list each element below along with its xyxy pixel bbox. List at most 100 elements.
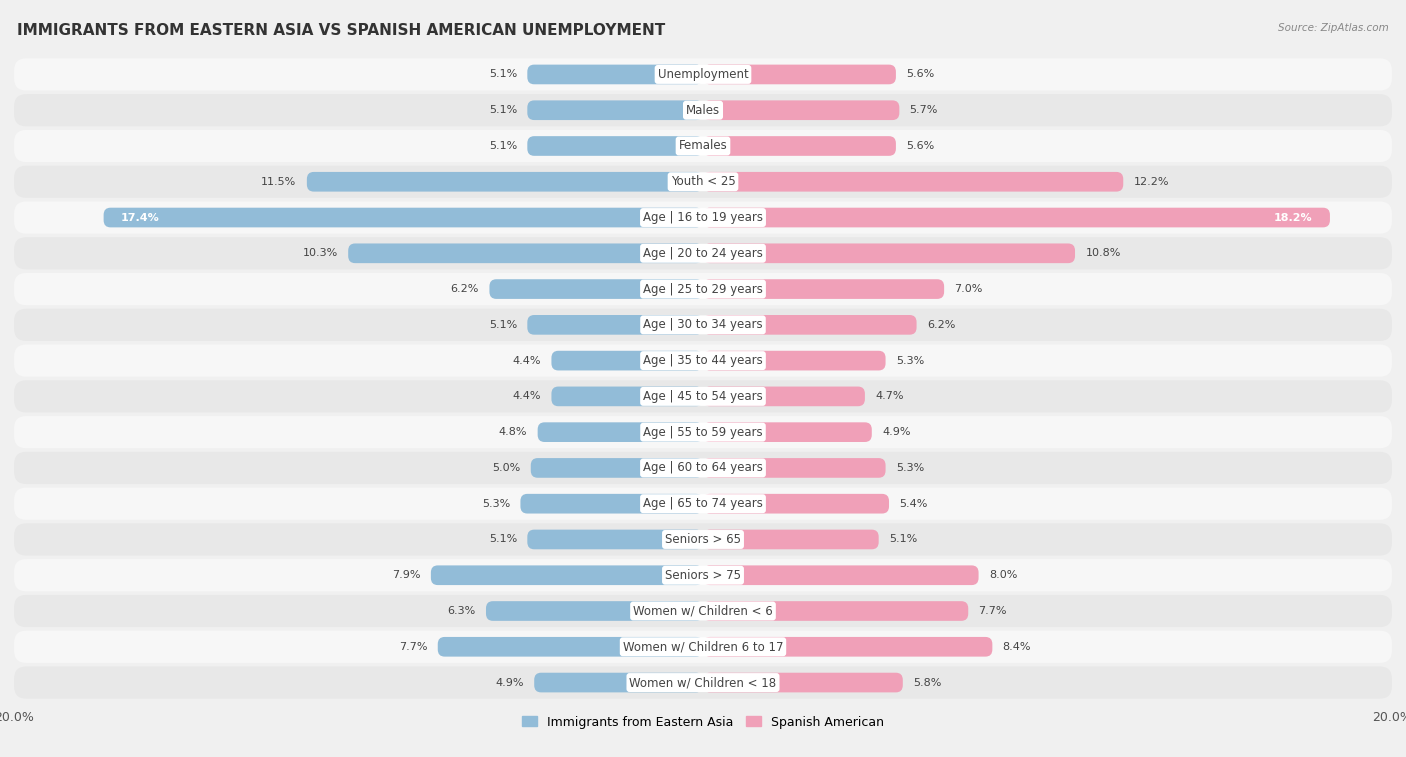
FancyBboxPatch shape <box>703 494 889 513</box>
Text: Age | 20 to 24 years: Age | 20 to 24 years <box>643 247 763 260</box>
Text: 18.2%: 18.2% <box>1274 213 1313 223</box>
Text: 7.7%: 7.7% <box>399 642 427 652</box>
FancyBboxPatch shape <box>14 309 1392 341</box>
Text: 5.1%: 5.1% <box>489 320 517 330</box>
Text: 5.8%: 5.8% <box>912 678 942 687</box>
Text: 5.7%: 5.7% <box>910 105 938 115</box>
Text: 17.4%: 17.4% <box>121 213 160 223</box>
FancyBboxPatch shape <box>14 237 1392 269</box>
FancyBboxPatch shape <box>14 344 1392 377</box>
Text: 8.0%: 8.0% <box>988 570 1018 580</box>
FancyBboxPatch shape <box>537 422 703 442</box>
Text: Unemployment: Unemployment <box>658 68 748 81</box>
FancyBboxPatch shape <box>703 315 917 335</box>
Text: 5.6%: 5.6% <box>907 70 935 79</box>
FancyBboxPatch shape <box>14 631 1392 663</box>
FancyBboxPatch shape <box>104 207 703 227</box>
Text: 6.2%: 6.2% <box>927 320 955 330</box>
FancyBboxPatch shape <box>14 523 1392 556</box>
Text: 5.4%: 5.4% <box>900 499 928 509</box>
Text: Age | 30 to 34 years: Age | 30 to 34 years <box>643 319 763 332</box>
FancyBboxPatch shape <box>703 458 886 478</box>
Text: 8.4%: 8.4% <box>1002 642 1031 652</box>
FancyBboxPatch shape <box>489 279 703 299</box>
FancyBboxPatch shape <box>14 380 1392 413</box>
FancyBboxPatch shape <box>703 387 865 407</box>
FancyBboxPatch shape <box>14 452 1392 484</box>
FancyBboxPatch shape <box>703 565 979 585</box>
FancyBboxPatch shape <box>14 94 1392 126</box>
Text: 4.8%: 4.8% <box>499 427 527 437</box>
FancyBboxPatch shape <box>703 64 896 84</box>
FancyBboxPatch shape <box>349 244 703 263</box>
FancyBboxPatch shape <box>531 458 703 478</box>
Legend: Immigrants from Eastern Asia, Spanish American: Immigrants from Eastern Asia, Spanish Am… <box>517 711 889 734</box>
Text: Females: Females <box>679 139 727 152</box>
FancyBboxPatch shape <box>703 101 900 120</box>
Text: 10.3%: 10.3% <box>302 248 337 258</box>
FancyBboxPatch shape <box>14 273 1392 305</box>
FancyBboxPatch shape <box>703 637 993 656</box>
FancyBboxPatch shape <box>486 601 703 621</box>
FancyBboxPatch shape <box>703 244 1076 263</box>
FancyBboxPatch shape <box>527 530 703 550</box>
Text: 12.2%: 12.2% <box>1133 177 1168 187</box>
Text: 4.4%: 4.4% <box>513 356 541 366</box>
Text: Age | 25 to 29 years: Age | 25 to 29 years <box>643 282 763 295</box>
Text: 5.3%: 5.3% <box>896 356 924 366</box>
FancyBboxPatch shape <box>14 559 1392 591</box>
Text: Youth < 25: Youth < 25 <box>671 176 735 188</box>
FancyBboxPatch shape <box>14 488 1392 520</box>
Text: 4.9%: 4.9% <box>882 427 911 437</box>
Text: Women w/ Children < 6: Women w/ Children < 6 <box>633 605 773 618</box>
Text: 4.9%: 4.9% <box>495 678 524 687</box>
FancyBboxPatch shape <box>437 637 703 656</box>
Text: 4.4%: 4.4% <box>513 391 541 401</box>
FancyBboxPatch shape <box>307 172 703 192</box>
Text: 7.0%: 7.0% <box>955 284 983 294</box>
Text: 5.1%: 5.1% <box>489 70 517 79</box>
Text: 7.7%: 7.7% <box>979 606 1007 616</box>
Text: Seniors > 65: Seniors > 65 <box>665 533 741 546</box>
Text: 11.5%: 11.5% <box>262 177 297 187</box>
Text: Age | 60 to 64 years: Age | 60 to 64 years <box>643 462 763 475</box>
Text: 5.1%: 5.1% <box>889 534 917 544</box>
FancyBboxPatch shape <box>703 207 1330 227</box>
FancyBboxPatch shape <box>551 350 703 370</box>
FancyBboxPatch shape <box>551 387 703 407</box>
Text: 5.1%: 5.1% <box>489 141 517 151</box>
Text: 5.3%: 5.3% <box>482 499 510 509</box>
FancyBboxPatch shape <box>527 101 703 120</box>
FancyBboxPatch shape <box>703 279 945 299</box>
FancyBboxPatch shape <box>703 350 886 370</box>
Text: 5.1%: 5.1% <box>489 534 517 544</box>
FancyBboxPatch shape <box>14 666 1392 699</box>
Text: Seniors > 75: Seniors > 75 <box>665 569 741 581</box>
FancyBboxPatch shape <box>14 166 1392 198</box>
Text: 7.9%: 7.9% <box>392 570 420 580</box>
Text: 5.0%: 5.0% <box>492 463 520 473</box>
FancyBboxPatch shape <box>527 315 703 335</box>
FancyBboxPatch shape <box>534 673 703 693</box>
FancyBboxPatch shape <box>703 136 896 156</box>
Text: 4.7%: 4.7% <box>875 391 904 401</box>
Text: Age | 45 to 54 years: Age | 45 to 54 years <box>643 390 763 403</box>
FancyBboxPatch shape <box>703 530 879 550</box>
Text: Age | 65 to 74 years: Age | 65 to 74 years <box>643 497 763 510</box>
FancyBboxPatch shape <box>527 136 703 156</box>
Text: Women w/ Children < 18: Women w/ Children < 18 <box>630 676 776 689</box>
Text: Source: ZipAtlas.com: Source: ZipAtlas.com <box>1278 23 1389 33</box>
Text: 6.2%: 6.2% <box>451 284 479 294</box>
Text: IMMIGRANTS FROM EASTERN ASIA VS SPANISH AMERICAN UNEMPLOYMENT: IMMIGRANTS FROM EASTERN ASIA VS SPANISH … <box>17 23 665 38</box>
FancyBboxPatch shape <box>14 58 1392 91</box>
FancyBboxPatch shape <box>703 601 969 621</box>
Text: Age | 55 to 59 years: Age | 55 to 59 years <box>643 425 763 438</box>
FancyBboxPatch shape <box>703 422 872 442</box>
Text: Women w/ Children 6 to 17: Women w/ Children 6 to 17 <box>623 640 783 653</box>
Text: Age | 16 to 19 years: Age | 16 to 19 years <box>643 211 763 224</box>
FancyBboxPatch shape <box>430 565 703 585</box>
Text: Males: Males <box>686 104 720 117</box>
FancyBboxPatch shape <box>14 416 1392 448</box>
Text: 5.1%: 5.1% <box>489 105 517 115</box>
FancyBboxPatch shape <box>703 172 1123 192</box>
